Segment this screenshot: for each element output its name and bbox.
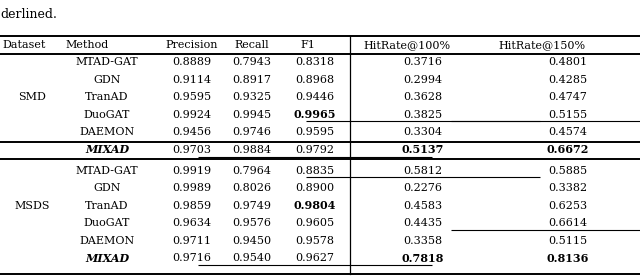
- Text: 0.9540: 0.9540: [232, 253, 271, 263]
- Text: F1: F1: [300, 40, 315, 50]
- Text: SMD: SMD: [18, 92, 46, 102]
- Text: 0.8835: 0.8835: [296, 166, 335, 176]
- Text: MIXAD: MIXAD: [85, 253, 129, 264]
- Text: GDN: GDN: [93, 183, 121, 193]
- Text: 0.9804: 0.9804: [294, 200, 336, 211]
- Text: 0.8968: 0.8968: [296, 75, 335, 85]
- Text: 0.2276: 0.2276: [403, 183, 442, 193]
- Text: Method: Method: [65, 40, 108, 50]
- Text: MTAD-GAT: MTAD-GAT: [76, 166, 138, 176]
- Text: HitRate@150%: HitRate@150%: [498, 40, 586, 50]
- Text: 0.6672: 0.6672: [547, 144, 589, 155]
- Text: 0.9456: 0.9456: [172, 127, 212, 137]
- Text: MIXAD: MIXAD: [85, 144, 129, 155]
- Text: 0.4583: 0.4583: [403, 201, 443, 211]
- Text: 0.6614: 0.6614: [548, 218, 588, 228]
- Text: 0.9325: 0.9325: [232, 92, 271, 102]
- Text: 0.9919: 0.9919: [172, 166, 212, 176]
- Text: 0.3358: 0.3358: [403, 236, 443, 246]
- Text: 0.9792: 0.9792: [296, 145, 335, 155]
- Text: 0.3304: 0.3304: [403, 127, 443, 137]
- Text: 0.9749: 0.9749: [232, 201, 271, 211]
- Text: DAEMON: DAEMON: [79, 127, 134, 137]
- Text: 0.9989: 0.9989: [172, 183, 212, 193]
- Text: 0.3628: 0.3628: [403, 92, 443, 102]
- Text: 0.8026: 0.8026: [232, 183, 271, 193]
- Text: TranAD: TranAD: [85, 92, 129, 102]
- Text: 0.9884: 0.9884: [232, 145, 271, 155]
- Text: 0.9446: 0.9446: [296, 92, 335, 102]
- Text: Precision: Precision: [166, 40, 218, 50]
- Text: Dataset: Dataset: [2, 40, 45, 50]
- Text: 0.5115: 0.5115: [548, 236, 588, 246]
- Text: 0.4285: 0.4285: [548, 75, 588, 85]
- Text: derlined.: derlined.: [0, 8, 57, 21]
- Text: MSDS: MSDS: [14, 201, 50, 211]
- Text: MTAD-GAT: MTAD-GAT: [76, 57, 138, 67]
- Text: 0.9578: 0.9578: [296, 236, 335, 246]
- Text: DAEMON: DAEMON: [79, 236, 134, 246]
- Text: 0.7818: 0.7818: [402, 253, 444, 264]
- Text: 0.9595: 0.9595: [172, 92, 212, 102]
- Text: 0.2994: 0.2994: [403, 75, 443, 85]
- Text: 0.5885: 0.5885: [548, 166, 588, 176]
- Text: 0.9703: 0.9703: [173, 145, 211, 155]
- Text: 0.7943: 0.7943: [232, 57, 271, 67]
- Text: 0.5137: 0.5137: [402, 144, 444, 155]
- Text: 0.9711: 0.9711: [173, 236, 211, 246]
- Text: 0.3825: 0.3825: [403, 110, 443, 120]
- Text: 0.3716: 0.3716: [403, 57, 442, 67]
- Text: 0.9595: 0.9595: [296, 127, 335, 137]
- Text: 0.9605: 0.9605: [296, 218, 335, 228]
- Text: 0.3382: 0.3382: [548, 183, 588, 193]
- Text: 0.4574: 0.4574: [548, 127, 588, 137]
- Text: 0.9576: 0.9576: [232, 218, 271, 228]
- Text: 0.9965: 0.9965: [294, 109, 336, 120]
- Text: DuoGAT: DuoGAT: [84, 110, 130, 120]
- Text: 0.4801: 0.4801: [548, 57, 588, 67]
- Text: 0.5812: 0.5812: [403, 166, 443, 176]
- Text: 0.8900: 0.8900: [296, 183, 335, 193]
- Text: 0.9450: 0.9450: [232, 236, 271, 246]
- Text: 0.8917: 0.8917: [232, 75, 271, 85]
- Text: Recall: Recall: [235, 40, 269, 50]
- Text: 0.4435: 0.4435: [403, 218, 443, 228]
- Text: 0.9634: 0.9634: [172, 218, 212, 228]
- Text: 0.6253: 0.6253: [548, 201, 588, 211]
- Text: 0.9945: 0.9945: [232, 110, 271, 120]
- Text: 0.9114: 0.9114: [172, 75, 212, 85]
- Text: 0.9746: 0.9746: [232, 127, 271, 137]
- Text: 0.9716: 0.9716: [173, 253, 211, 263]
- Text: DuoGAT: DuoGAT: [84, 218, 130, 228]
- Text: 0.5155: 0.5155: [548, 110, 588, 120]
- Text: 0.9627: 0.9627: [296, 253, 335, 263]
- Text: HitRate@100%: HitRate@100%: [364, 40, 451, 50]
- Text: 0.7964: 0.7964: [232, 166, 271, 176]
- Text: 0.8889: 0.8889: [172, 57, 212, 67]
- Text: 0.8318: 0.8318: [296, 57, 335, 67]
- Text: 0.4747: 0.4747: [548, 92, 588, 102]
- Text: 0.9924: 0.9924: [172, 110, 212, 120]
- Text: 0.8136: 0.8136: [547, 253, 589, 264]
- Text: GDN: GDN: [93, 75, 121, 85]
- Text: 0.9859: 0.9859: [172, 201, 212, 211]
- Text: TranAD: TranAD: [85, 201, 129, 211]
